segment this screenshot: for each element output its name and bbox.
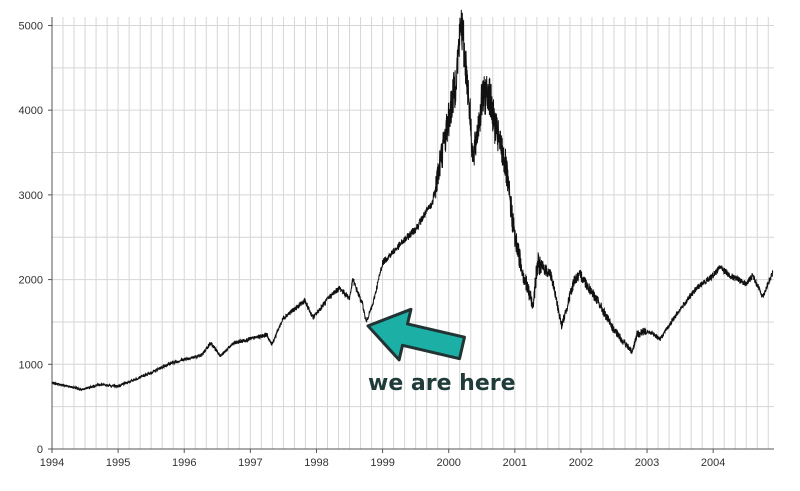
x-tick-label: 2000 — [436, 457, 460, 469]
y-tick-label: 4000 — [19, 105, 43, 117]
x-tick-label: 1999 — [370, 457, 394, 469]
y-tick-label: 0 — [37, 444, 43, 456]
y-tick-label: 1000 — [19, 359, 43, 371]
index-line — [51, 9, 774, 392]
annotation-text: we are here — [368, 371, 516, 396]
x-tick-label: 1995 — [106, 457, 130, 469]
x-tick-label: 1996 — [172, 457, 196, 469]
y-tick-label: 2000 — [19, 275, 43, 287]
x-tick-label: 2003 — [635, 457, 659, 469]
x-tick-label: 1994 — [40, 457, 64, 469]
x-tick-label: 2002 — [569, 457, 593, 469]
y-tick-label: 3000 — [19, 190, 43, 202]
axes — [51, 17, 774, 450]
x-tick-label: 1998 — [304, 457, 328, 469]
series-layer — [51, 9, 774, 392]
y-tick-label: 5000 — [19, 20, 43, 32]
x-tick-label: 2004 — [701, 457, 725, 469]
x-axis-ticks: 1994 1995 1996 1997 1998 1999 2000 2001 2002 2003… — [40, 449, 725, 469]
annotation: we are here — [366, 307, 516, 396]
grid — [51, 17, 774, 450]
x-tick-label: 1997 — [238, 457, 262, 469]
annotation-arrow — [366, 307, 466, 362]
x-tick-label: 2001 — [503, 457, 527, 469]
y-axis-ticks: 0 1000 2000 3000 4000 5000 — [19, 20, 52, 456]
